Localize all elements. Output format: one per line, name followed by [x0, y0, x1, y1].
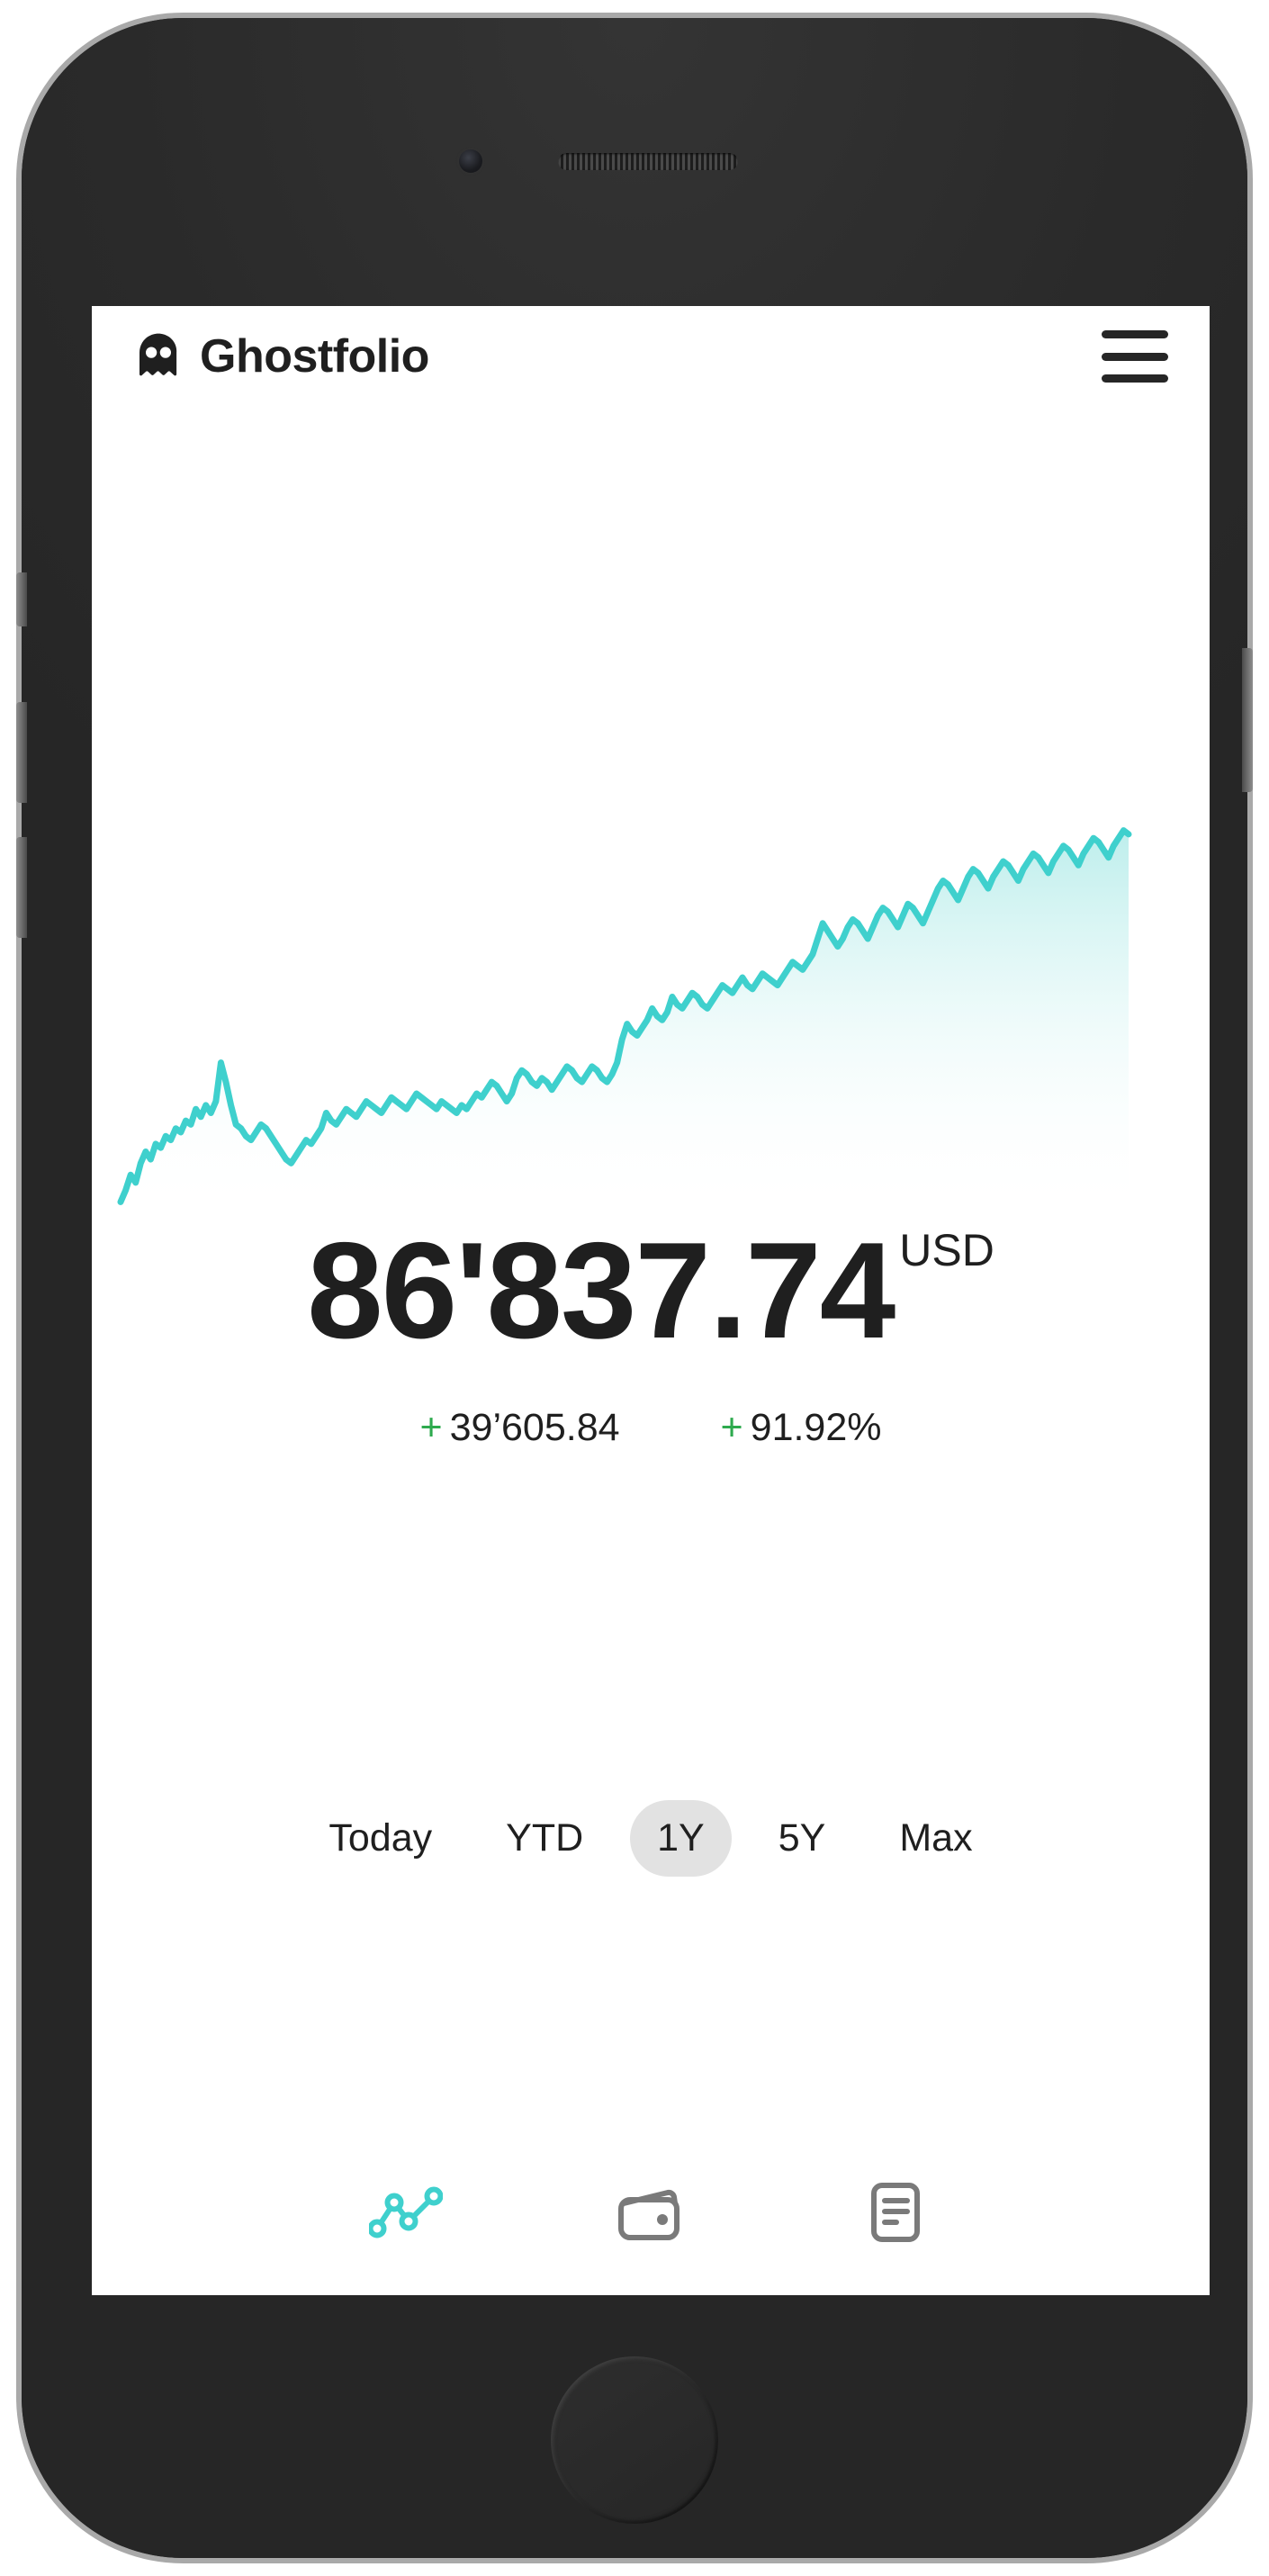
range-tab-ytd[interactable]: YTD: [506, 1816, 584, 1860]
portfolio-value-block: 86'837.74 USD +39’605.84 +91.92%: [92, 1222, 1210, 1450]
absolute-change-value: 39’605.84: [449, 1406, 620, 1449]
portfolio-performance-chart[interactable]: [92, 810, 1210, 1215]
nav-item-portfolio[interactable]: [608, 2169, 694, 2256]
portfolio-value-row: 86'837.74 USD: [307, 1222, 994, 1359]
chart-area-fill: [121, 830, 1129, 1215]
phone-device-frame: Ghostfolio: [16, 13, 1253, 2563]
nav-item-activities[interactable]: [852, 2169, 939, 2256]
menu-bar-2: [1102, 352, 1168, 361]
percent-change-sign: +: [720, 1406, 743, 1449]
range-tab-5y[interactable]: 5Y: [778, 1816, 826, 1860]
brand-name: Ghostfolio: [200, 330, 429, 383]
home-button[interactable]: [551, 2356, 718, 2524]
portfolio-value: 86'837.74: [307, 1214, 896, 1367]
range-tab-today[interactable]: Today: [328, 1816, 433, 1860]
date-range-tabs: Today YTD 1Y 5Y Max: [92, 1800, 1210, 1877]
silent-switch-button[interactable]: [16, 572, 27, 626]
percent-change: +91.92%: [721, 1406, 882, 1450]
brand-logo[interactable]: Ghostfolio: [133, 331, 429, 382]
portfolio-chart-svg: [117, 827, 1132, 1215]
absolute-change-sign: +: [419, 1406, 443, 1449]
volume-up-button[interactable]: [16, 702, 27, 803]
nav-item-overview[interactable]: [363, 2169, 449, 2256]
power-button[interactable]: [1242, 648, 1253, 792]
menu-bar-3: [1102, 374, 1168, 383]
percent-change-value: 91.92%: [750, 1406, 882, 1449]
document-icon: [871, 2183, 920, 2242]
absolute-change: +39’605.84: [420, 1406, 620, 1450]
bottom-navigation: [92, 2169, 1210, 2256]
chart-line: [117, 827, 1132, 1205]
menu-bar-1: [1102, 330, 1168, 338]
volume-down-button[interactable]: [16, 837, 27, 938]
range-tab-max[interactable]: Max: [899, 1816, 973, 1860]
ghost-icon: [140, 333, 177, 376]
range-tab-1y[interactable]: 1Y: [630, 1800, 732, 1877]
line-chart-icon: [369, 2186, 443, 2238]
app-header: Ghostfolio: [92, 306, 1210, 407]
portfolio-change-row: +39’605.84 +91.92%: [92, 1406, 1210, 1450]
front-camera-icon: [459, 149, 482, 173]
wallet-icon: [618, 2189, 680, 2240]
earpiece-speaker: [558, 153, 738, 170]
phone-screen: Ghostfolio: [92, 306, 1210, 2295]
hamburger-menu-icon[interactable]: [1102, 330, 1168, 383]
currency-code: USD: [899, 1225, 994, 1275]
